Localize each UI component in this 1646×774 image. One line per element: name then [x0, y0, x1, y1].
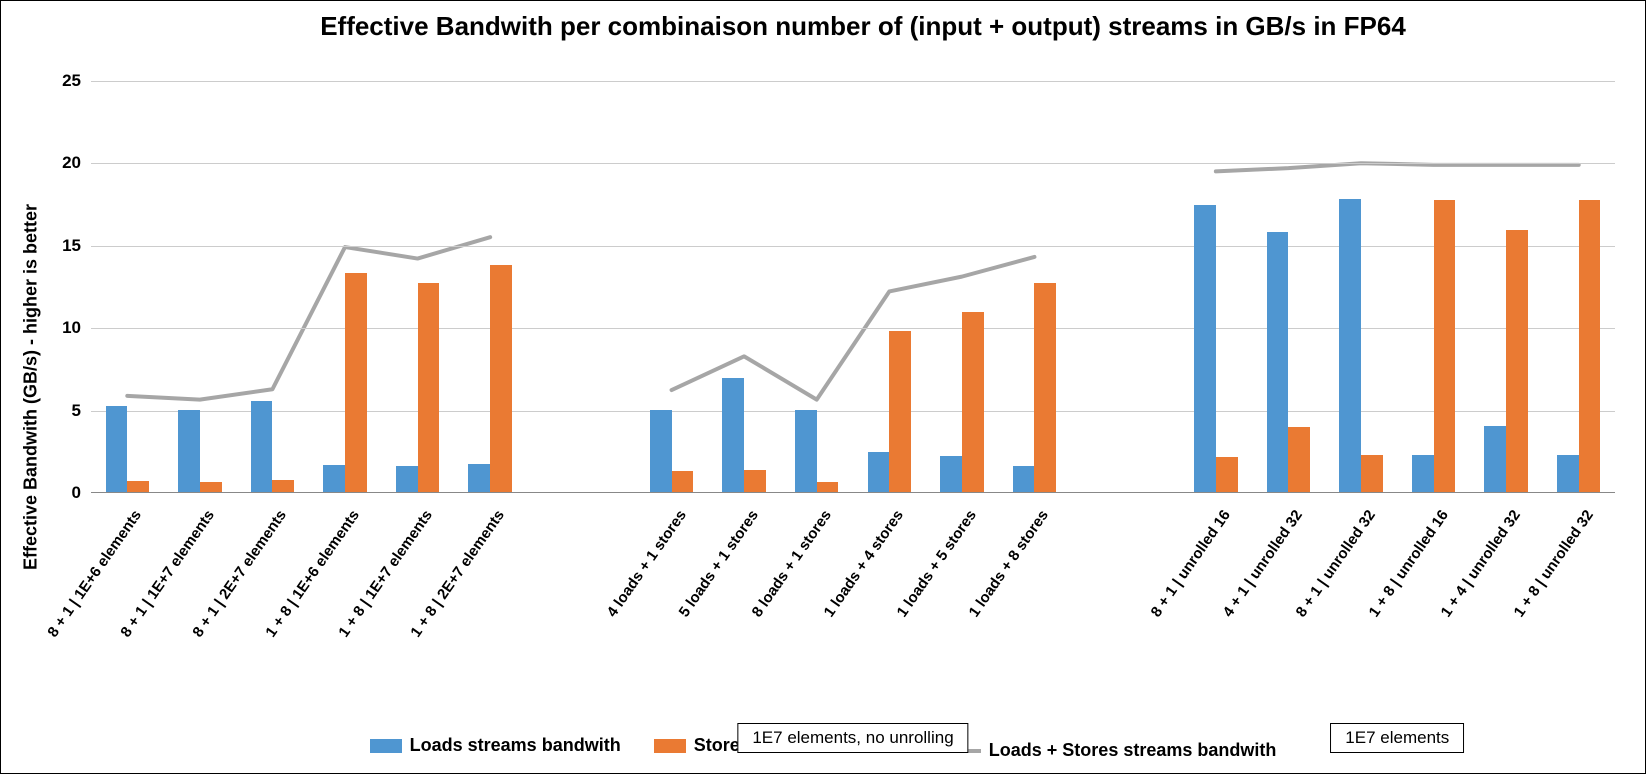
bar-loads	[722, 378, 744, 492]
bar-loads	[940, 456, 962, 492]
bar-stores	[1361, 455, 1383, 492]
bar-loads	[868, 452, 890, 492]
bar-loads	[1267, 232, 1289, 492]
bar-stores	[1216, 457, 1238, 492]
ytick-label: 15	[62, 236, 91, 256]
bar-loads	[1557, 455, 1579, 492]
bar-loads	[251, 401, 273, 492]
x-category-label: 8 + 1 | unrolled 32	[1293, 507, 1379, 620]
bar-loads	[323, 465, 345, 492]
gridline	[91, 411, 1615, 412]
gridline	[91, 163, 1615, 164]
group-annotation: 1E7 elements	[1330, 723, 1464, 753]
bar-stores	[744, 470, 766, 492]
bar-stores	[1288, 427, 1310, 492]
bar-loads	[1339, 199, 1361, 492]
legend-item-total: Loads + Stores streams bandwith	[941, 740, 1277, 761]
chart-title: Effective Bandwith per combinaison numbe…	[121, 11, 1605, 42]
bar-loads	[396, 466, 418, 492]
x-category-label: 5 loads + 1 stores	[676, 507, 762, 620]
legend-label-total: Loads + Stores streams bandwith	[989, 740, 1277, 761]
bar-stores	[200, 482, 222, 492]
bar-stores	[889, 331, 911, 493]
bar-loads	[650, 410, 672, 492]
total-line-svg	[91, 81, 1615, 492]
bar-loads	[1412, 455, 1434, 492]
bar-loads	[468, 464, 490, 492]
bar-stores	[345, 273, 367, 492]
chart-container: Effective Bandwith per combinaison numbe…	[0, 0, 1646, 774]
y-axis-label: Effective Bandwith (GB/s) - higher is be…	[21, 204, 42, 570]
x-category-label: 8 + 1 | unrolled 16	[1147, 507, 1233, 620]
bar-loads	[1013, 466, 1035, 492]
legend-label-loads: Loads streams bandwith	[410, 735, 621, 756]
bar-stores	[672, 471, 694, 492]
bar-stores	[1506, 230, 1528, 492]
ytick-label: 20	[62, 153, 91, 173]
gridline	[91, 246, 1615, 247]
ytick-label: 0	[72, 483, 91, 503]
bar-stores	[127, 481, 149, 492]
bar-stores	[1579, 200, 1601, 492]
bar-stores	[490, 265, 512, 492]
ytick-label: 5	[72, 401, 91, 421]
bar-loads	[795, 410, 817, 492]
x-category-label: 4 loads + 1 stores	[603, 507, 689, 620]
bar-loads	[1194, 205, 1216, 492]
x-category-label: 1 loads + 5 stores	[893, 507, 979, 620]
x-category-label: 1 + 8 | unrolled 32	[1510, 507, 1596, 620]
legend-item-loads: Loads streams bandwith	[370, 735, 621, 756]
bar-loads	[106, 406, 128, 492]
total-line-segment	[1216, 163, 1579, 171]
gridline	[91, 81, 1615, 82]
bar-stores	[962, 312, 984, 492]
ytick-label: 10	[62, 318, 91, 338]
gridline	[91, 328, 1615, 329]
x-category-label: 1 loads + 8 stores	[966, 507, 1052, 620]
group-annotation: 1E7 elements, no unrolling	[737, 723, 968, 753]
bar-stores	[272, 480, 294, 492]
bar-stores	[418, 283, 440, 492]
plot-area: 0510152025	[91, 81, 1615, 493]
x-category-label: 8 loads + 1 stores	[748, 507, 834, 620]
x-category-label: 1 + 4 | unrolled 32	[1438, 507, 1524, 620]
x-category-label: 1 + 8 | unrolled 16	[1365, 507, 1451, 620]
ytick-label: 25	[62, 71, 91, 91]
bar-stores	[1034, 283, 1056, 492]
x-category-label: 4 + 1 | unrolled 32	[1220, 507, 1306, 620]
bar-stores	[817, 482, 839, 492]
x-category-label: 1 loads + 4 stores	[821, 507, 907, 620]
bar-loads	[1484, 426, 1506, 492]
bar-stores	[1434, 200, 1456, 492]
bar-loads	[178, 410, 200, 492]
